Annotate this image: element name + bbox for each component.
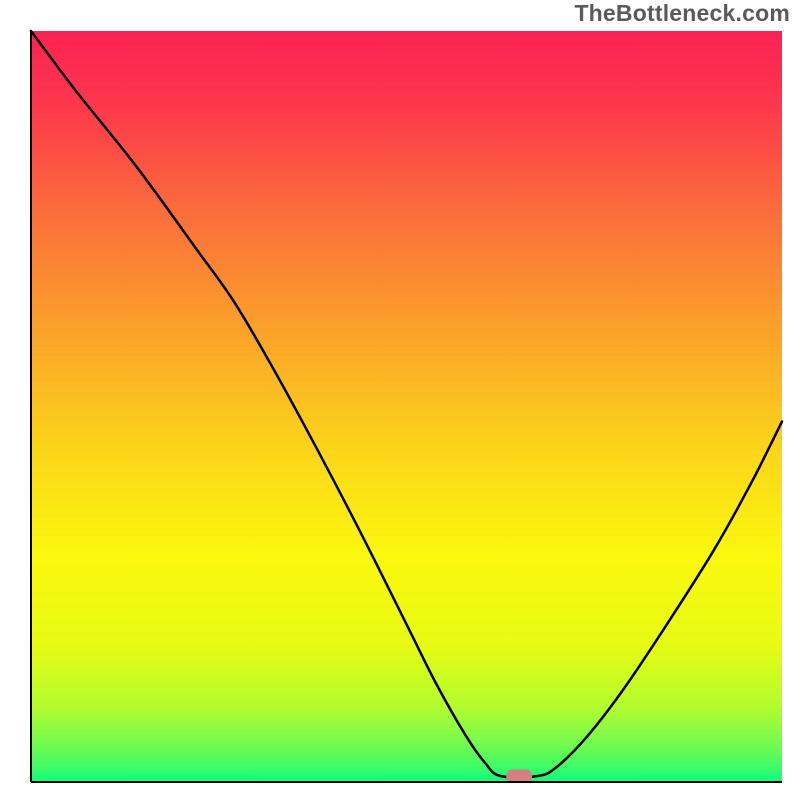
optimal-point-marker (506, 769, 532, 782)
chart-background (31, 31, 782, 782)
bottleneck-curve-chart (0, 0, 800, 800)
chart-container: TheBottleneck.com (0, 0, 800, 800)
